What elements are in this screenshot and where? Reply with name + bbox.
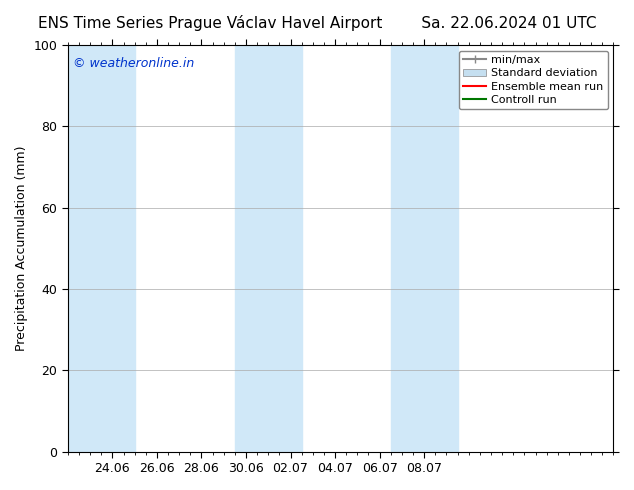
Y-axis label: Precipitation Accumulation (mm): Precipitation Accumulation (mm)	[15, 146, 28, 351]
Legend: min/max, Standard deviation, Ensemble mean run, Controll run: min/max, Standard deviation, Ensemble me…	[459, 50, 608, 109]
Bar	[391, 45, 424, 452]
Bar	[268, 45, 302, 452]
Bar	[101, 45, 134, 452]
Bar	[424, 45, 458, 452]
Bar	[235, 45, 268, 452]
Text: © weatheronline.in: © weatheronline.in	[74, 57, 195, 70]
Bar	[68, 45, 101, 452]
Text: ENS Time Series Prague Václav Havel Airport        Sa. 22.06.2024 01 UTC: ENS Time Series Prague Václav Havel Airp…	[38, 15, 596, 31]
